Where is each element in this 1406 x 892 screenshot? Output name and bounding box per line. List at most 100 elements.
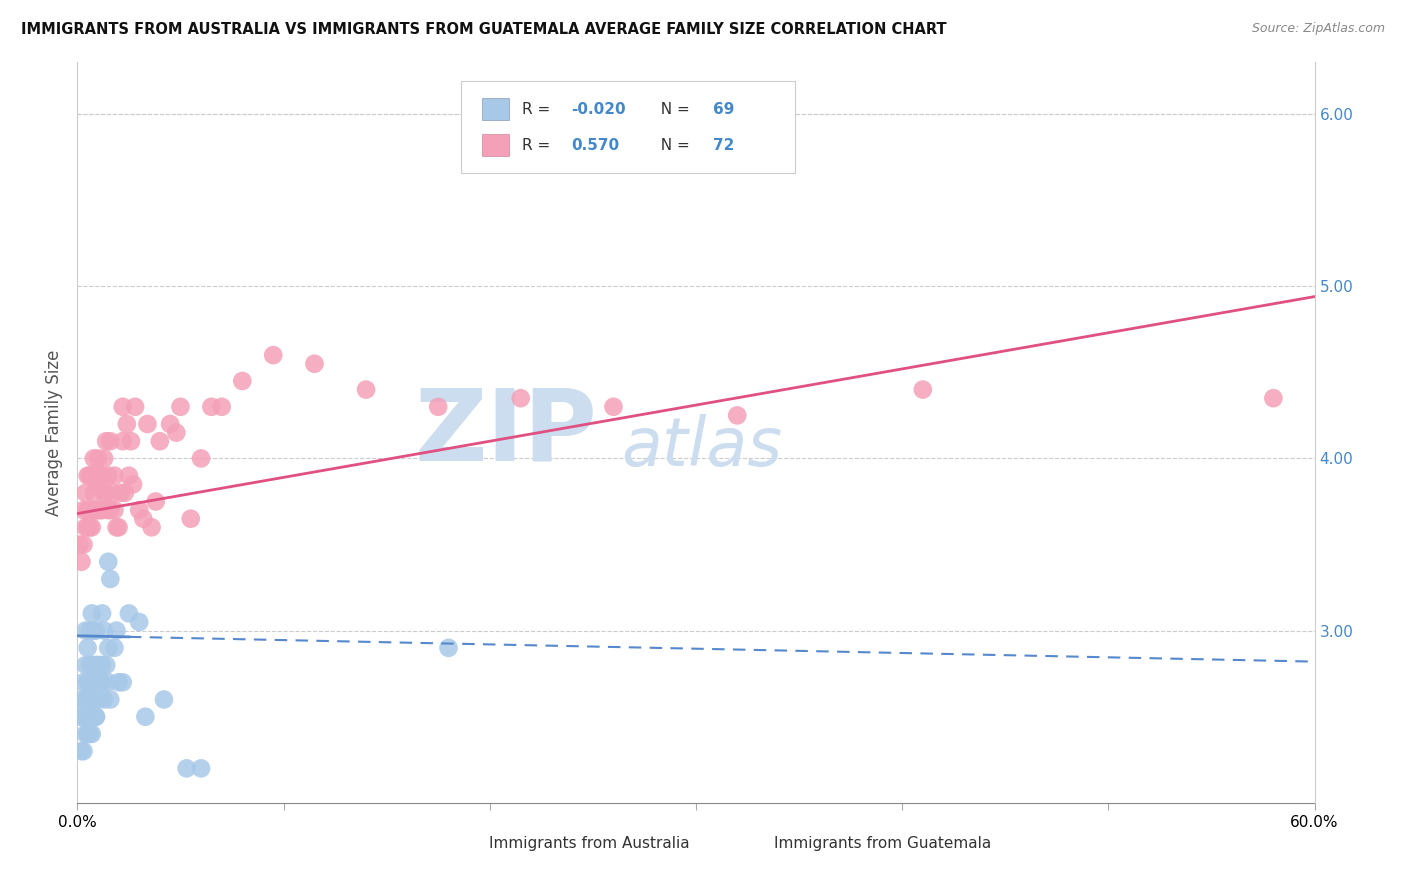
Point xyxy=(76,503,98,517)
Point xyxy=(83,709,105,723)
Point xyxy=(114,486,136,500)
Point xyxy=(83,451,105,466)
Point xyxy=(87,477,110,491)
Point xyxy=(97,468,120,483)
Point xyxy=(84,675,107,690)
Point xyxy=(602,400,624,414)
Point xyxy=(67,537,90,551)
Point xyxy=(149,434,172,449)
Text: Immigrants from Australia: Immigrants from Australia xyxy=(489,836,690,851)
Point xyxy=(79,692,101,706)
Point xyxy=(153,692,176,706)
Point xyxy=(80,503,103,517)
Point xyxy=(509,391,531,405)
Point xyxy=(80,727,103,741)
Point xyxy=(101,486,124,500)
Point xyxy=(1263,391,1285,405)
Point xyxy=(72,537,94,551)
Point xyxy=(89,675,111,690)
Point xyxy=(93,692,115,706)
FancyBboxPatch shape xyxy=(461,81,794,173)
Point xyxy=(84,503,107,517)
Point xyxy=(87,451,110,466)
Point xyxy=(91,503,114,517)
Point xyxy=(83,624,105,638)
Point xyxy=(427,400,450,414)
Y-axis label: Average Family Size: Average Family Size xyxy=(45,350,63,516)
Text: R =: R = xyxy=(522,138,560,153)
Point xyxy=(354,383,377,397)
Point xyxy=(103,468,125,483)
Point xyxy=(70,555,93,569)
Point xyxy=(87,692,110,706)
Point xyxy=(96,658,118,673)
Point xyxy=(91,607,114,621)
Point xyxy=(84,658,107,673)
Point xyxy=(105,624,128,638)
Point xyxy=(89,503,111,517)
Point xyxy=(80,675,103,690)
Point xyxy=(87,503,110,517)
Point xyxy=(262,348,284,362)
Point xyxy=(98,572,121,586)
Point xyxy=(93,486,115,500)
Point xyxy=(115,417,138,431)
Point xyxy=(80,607,103,621)
Point xyxy=(87,468,110,483)
Point xyxy=(120,434,142,449)
Text: 0.570: 0.570 xyxy=(571,138,619,153)
Text: Immigrants from Guatemala: Immigrants from Guatemala xyxy=(773,836,991,851)
Point xyxy=(911,383,934,397)
Point xyxy=(165,425,187,440)
Point xyxy=(84,468,107,483)
Point xyxy=(72,675,94,690)
Point xyxy=(76,675,98,690)
Point xyxy=(118,468,141,483)
Point xyxy=(76,692,98,706)
Point xyxy=(83,692,105,706)
Point xyxy=(79,675,101,690)
Point xyxy=(91,658,114,673)
FancyBboxPatch shape xyxy=(740,832,766,853)
Point xyxy=(725,409,748,423)
Point xyxy=(79,503,101,517)
Point xyxy=(107,675,129,690)
Point xyxy=(128,615,150,629)
Point xyxy=(75,658,97,673)
Point xyxy=(180,512,202,526)
Point xyxy=(83,675,105,690)
Point xyxy=(96,486,118,500)
Text: ZIP: ZIP xyxy=(415,384,598,481)
Point xyxy=(79,727,101,741)
Point xyxy=(124,400,146,414)
Text: N =: N = xyxy=(651,102,695,117)
Text: 72: 72 xyxy=(713,138,735,153)
Point xyxy=(67,709,90,723)
Point xyxy=(87,675,110,690)
Point xyxy=(231,374,253,388)
Point xyxy=(103,503,125,517)
Point xyxy=(76,640,98,655)
Point xyxy=(72,503,94,517)
Point xyxy=(84,709,107,723)
Point xyxy=(118,607,141,621)
Point xyxy=(97,675,120,690)
Point xyxy=(89,658,111,673)
Point xyxy=(80,520,103,534)
Point xyxy=(97,503,120,517)
Point xyxy=(128,503,150,517)
FancyBboxPatch shape xyxy=(482,98,509,120)
Text: N =: N = xyxy=(651,138,695,153)
Point xyxy=(91,468,114,483)
Point xyxy=(159,417,181,431)
Point xyxy=(84,624,107,638)
Text: IMMIGRANTS FROM AUSTRALIA VS IMMIGRANTS FROM GUATEMALA AVERAGE FAMILY SIZE CORRE: IMMIGRANTS FROM AUSTRALIA VS IMMIGRANTS … xyxy=(21,22,946,37)
Point xyxy=(145,494,167,508)
Point xyxy=(98,503,121,517)
Point xyxy=(75,692,97,706)
Point xyxy=(98,692,121,706)
Point xyxy=(75,520,97,534)
Point xyxy=(80,468,103,483)
Text: R =: R = xyxy=(522,102,554,117)
Point xyxy=(80,709,103,723)
